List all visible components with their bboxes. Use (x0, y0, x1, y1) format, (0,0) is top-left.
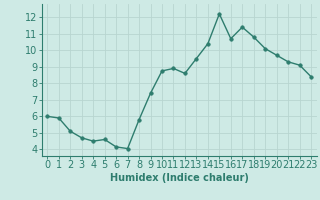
X-axis label: Humidex (Indice chaleur): Humidex (Indice chaleur) (110, 173, 249, 183)
